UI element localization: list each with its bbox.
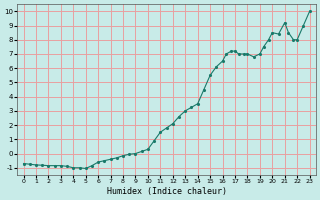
X-axis label: Humidex (Indice chaleur): Humidex (Indice chaleur) [107,187,227,196]
